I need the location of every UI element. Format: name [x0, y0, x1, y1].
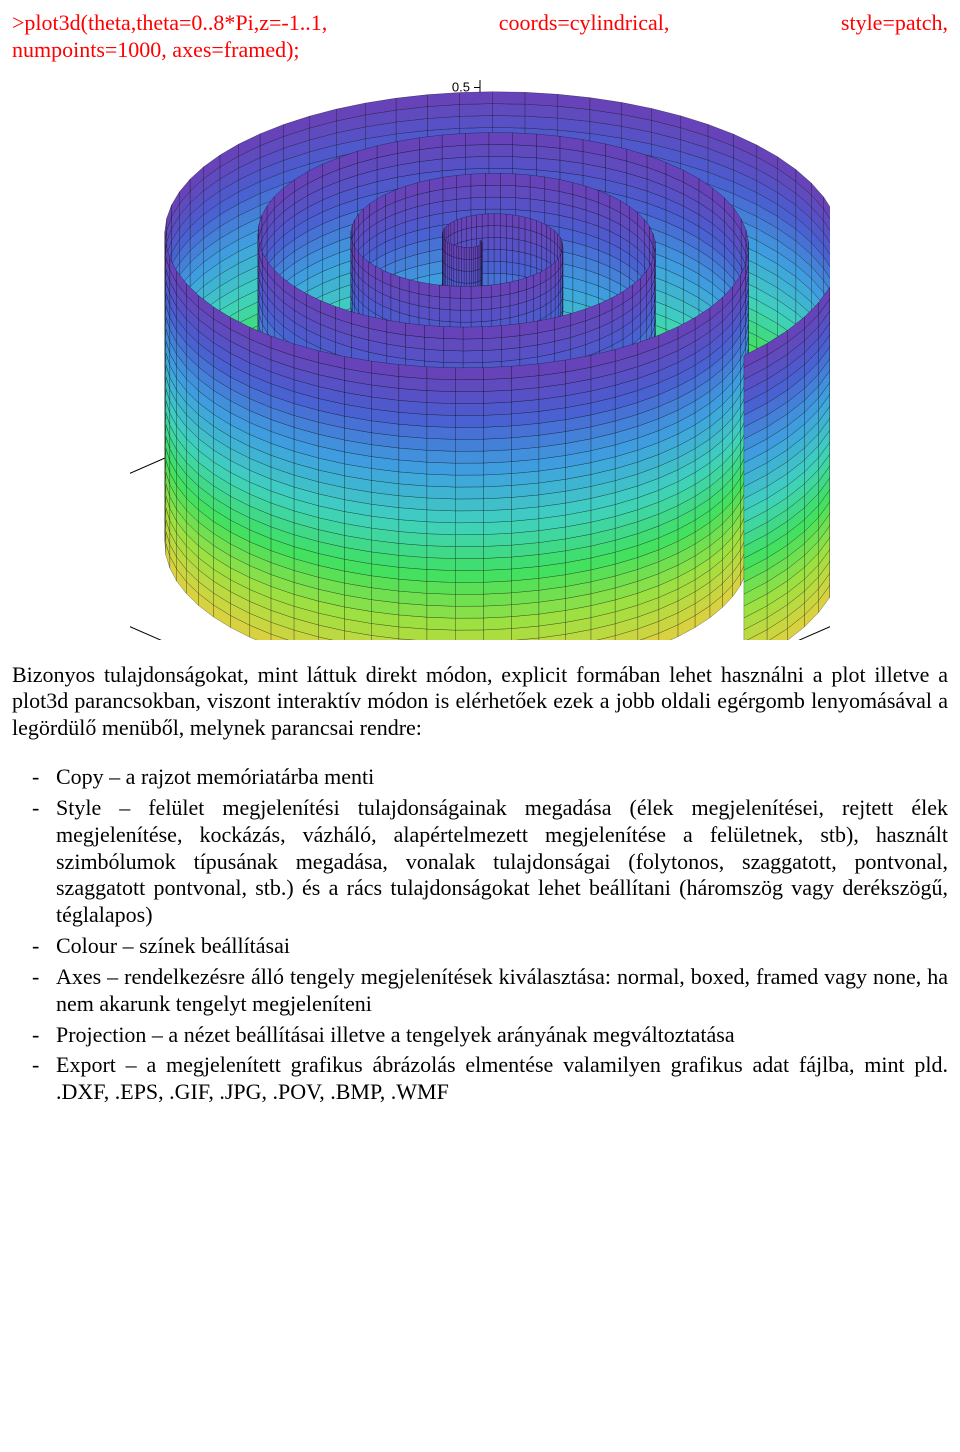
menu-item-style: Style – felület megjelenítési tulajdonsá… [56, 795, 948, 929]
context-menu-list: Copy – a rajzot memóriatárba menti Style… [12, 764, 948, 1106]
intro-paragraph: Bizonyos tulajdonságokat, mint láttuk di… [12, 662, 948, 742]
menu-item-axes: Axes – rendelkezésre álló tengely megjel… [56, 964, 948, 1018]
code-seg-1b: coords=cylindrical, [499, 10, 670, 37]
maple-code-line-2: numpoints=1000, axes=framed); [12, 37, 948, 64]
plot3d-chart: -1-0.500.51-20-1001020-20-1001020 [130, 80, 830, 640]
menu-item-projection: Projection – a nézet beállításai illetve… [56, 1022, 948, 1049]
maple-code-line-1: >plot3d(theta,theta=0..8*Pi,z=-1..1, coo… [12, 10, 948, 37]
code-seg-1a: >plot3d(theta,theta=0..8*Pi,z=-1..1, [12, 10, 327, 37]
code-seg-1c: style=patch, [841, 10, 948, 37]
menu-item-copy: Copy – a rajzot memóriatárba menti [56, 764, 948, 791]
menu-item-export: Export – a megjelenített grafikus ábrázo… [56, 1052, 948, 1106]
menu-item-colour: Colour – színek beállításai [56, 933, 948, 960]
